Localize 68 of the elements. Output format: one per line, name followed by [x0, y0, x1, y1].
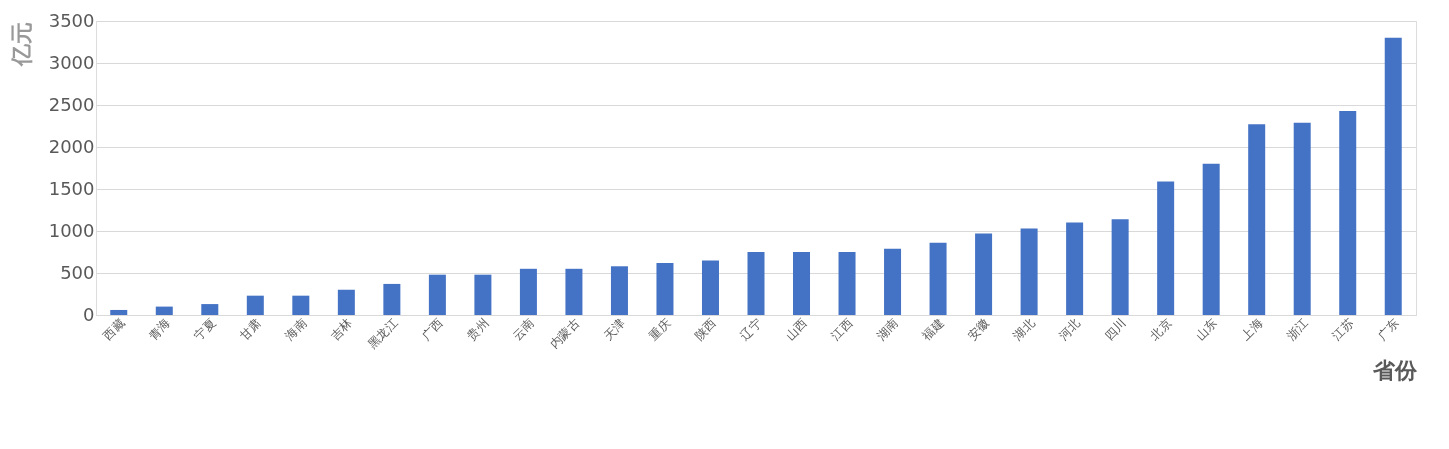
bar — [975, 233, 993, 315]
x-tick-label: 黑龙江 — [364, 316, 401, 352]
x-tick-label: 内蒙古 — [547, 316, 583, 352]
bar — [428, 274, 446, 315]
bar — [884, 248, 902, 315]
x-tick-label: 安徽 — [965, 316, 993, 343]
x-tick-label: 福建 — [919, 316, 947, 343]
bar — [155, 306, 173, 315]
x-tick-label: 辽宁 — [737, 316, 765, 343]
bar — [1020, 228, 1038, 315]
bar — [337, 289, 355, 315]
x-tick-label: 吉林 — [327, 316, 355, 343]
x-tick-label: 云南 — [510, 316, 537, 343]
x-tick-label: 陕西 — [692, 316, 719, 343]
y-tick-label: 3500 — [48, 9, 95, 31]
y-tick-label: 2000 — [48, 135, 95, 157]
bar — [1111, 219, 1129, 315]
x-tick-label: 浙江 — [1283, 316, 1311, 343]
bar — [110, 309, 128, 315]
bar — [1157, 181, 1175, 315]
bar — [1339, 110, 1357, 315]
bar — [747, 252, 765, 315]
y-tick-label: 0 — [83, 303, 95, 325]
x-tick-label: 上海 — [1238, 316, 1266, 343]
x-tick-label: 宁夏 — [191, 316, 219, 343]
y-axis-title: 亿元 — [8, 21, 34, 67]
x-tick-label: 甘肃 — [236, 316, 264, 343]
y-tick-label: 1500 — [48, 177, 95, 199]
bar — [474, 274, 492, 315]
x-tick-label: 海南 — [282, 316, 310, 343]
y-tick-label: 1000 — [48, 219, 95, 241]
x-axis-title: 省份 — [1371, 357, 1418, 383]
x-tick-label: 四川 — [1101, 316, 1129, 343]
bar — [201, 304, 219, 315]
y-tick-label: 3000 — [48, 51, 95, 73]
x-tick-label: 西藏 — [100, 316, 128, 343]
x-tick-label: 湖南 — [874, 316, 902, 343]
bar — [1202, 163, 1220, 315]
bar — [838, 252, 856, 315]
bar — [1248, 124, 1266, 315]
bar — [246, 295, 264, 315]
x-tick-label: 贵州 — [464, 316, 492, 343]
x-tick-label: 江苏 — [1329, 316, 1357, 343]
x-tick-label: 广东 — [1374, 316, 1402, 343]
x-tick-label: 湖北 — [1010, 316, 1038, 343]
x-tick-label: 北京 — [1147, 316, 1175, 343]
x-tick-label: 天津 — [601, 316, 628, 343]
bar — [565, 268, 583, 315]
x-tick-label: 青海 — [145, 316, 173, 343]
y-tick-label: 500 — [60, 261, 95, 283]
y-tick-label: 2500 — [48, 93, 95, 115]
bar — [929, 242, 947, 315]
bar — [656, 262, 674, 315]
bar — [1293, 122, 1311, 315]
bar — [701, 260, 719, 315]
x-tick-label: 河北 — [1056, 316, 1084, 343]
x-tick-label: 江西 — [828, 316, 856, 343]
bar — [1066, 222, 1084, 315]
x-tick-label: 重庆 — [646, 316, 674, 343]
bar — [383, 283, 401, 315]
bar — [1384, 37, 1402, 315]
x-tick-label: 山西 — [783, 316, 810, 343]
bar — [292, 295, 310, 315]
bar — [519, 268, 537, 315]
x-tick-label: 广西 — [418, 316, 446, 343]
bar — [793, 252, 811, 315]
bar — [610, 266, 628, 315]
x-tick-label: 山东 — [1192, 316, 1220, 343]
